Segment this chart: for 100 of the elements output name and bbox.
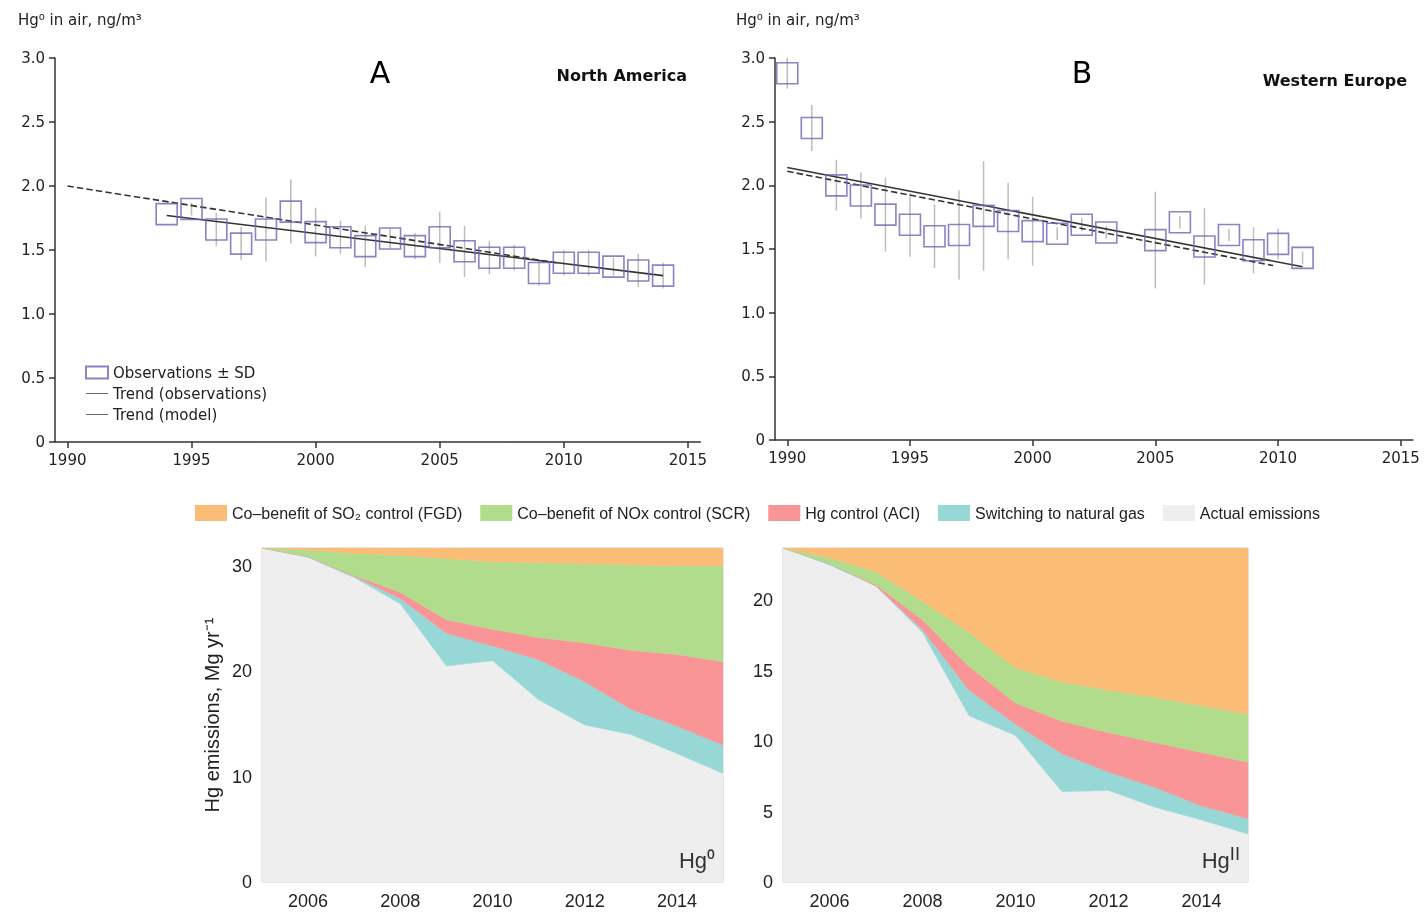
chart-title: A: [369, 54, 391, 90]
y-tick-label: 1.5: [21, 241, 45, 259]
x-tick-label: 2014: [1181, 891, 1222, 911]
x-tick-label: 2012: [1088, 891, 1129, 911]
point: [353, 234, 377, 258]
legend-label: Co–benefit of NOx control (SCR): [517, 504, 751, 522]
point: [651, 264, 675, 287]
y-tick-label: 10: [231, 766, 252, 787]
point: [849, 184, 873, 207]
legend-label: Co–benefit of SO₂ control (FGD): [232, 504, 463, 522]
annotation: Hg⁰: [678, 848, 715, 874]
x-tick-label: 2010: [472, 891, 513, 911]
x-tick-label: 2014: [656, 891, 697, 911]
legend-label: Switching to natural gas: [974, 504, 1145, 522]
x-tick-label: 2005: [1136, 448, 1175, 467]
point: [1021, 219, 1044, 243]
y-tick-label: 20: [752, 590, 774, 611]
y-tick-label: 5: [763, 801, 774, 822]
y-axis-title: Hg emissions, Mg yr⁻¹: [201, 617, 223, 813]
y-tick-label: 1.0: [741, 303, 765, 322]
point: [1291, 246, 1314, 270]
y-tick-label: 0: [763, 872, 774, 892]
point: [304, 220, 327, 244]
y-tick-label: 30: [231, 555, 252, 576]
y-tick-label: 20: [231, 661, 252, 682]
y-tick-label: 0: [35, 433, 45, 451]
x-tick-label: 2006: [288, 891, 329, 911]
y-tick-label: 0.5: [741, 367, 765, 386]
x-tick-label: 2010: [1258, 448, 1298, 467]
x-tick-label: 2010: [544, 450, 583, 469]
point: [180, 197, 203, 221]
y-tick-label: 10: [752, 731, 774, 752]
x-tick-label: 2012: [564, 891, 605, 911]
point: [229, 232, 253, 255]
y-tick-label: 1.5: [741, 240, 765, 258]
point: [329, 225, 352, 249]
legend-label: Hg control (ACI): [805, 504, 920, 522]
point: [1094, 221, 1118, 244]
x-tick-label: 2000: [296, 450, 335, 469]
point: [1045, 222, 1069, 246]
legend-label: Actual emissions: [1199, 504, 1320, 522]
point: [527, 261, 551, 285]
legend-label: Trend (observations): [112, 384, 268, 403]
y-tick-label: 0: [241, 872, 252, 892]
point: [602, 255, 625, 278]
x-tick-label: 1990: [48, 450, 87, 469]
y-tick-label: 2.5: [741, 112, 765, 131]
y-tick-label: 2.5: [21, 113, 45, 131]
annotation: Hg$^{II}$: [1201, 841, 1240, 874]
point: [453, 239, 476, 263]
x-tick-label: 2000: [1013, 448, 1052, 467]
point: [626, 259, 650, 282]
point: [898, 213, 922, 237]
y-tick-label: 0.5: [21, 369, 45, 387]
y-tick-label: 3.0: [741, 49, 765, 67]
y-axis-title: Hg⁰ in air, ng/m³: [18, 11, 142, 29]
y-axis-title: Hg⁰ in air, ng/m³: [736, 11, 860, 29]
point: [775, 61, 799, 85]
y-tick-label: 2.0: [741, 176, 765, 195]
y-tick-label: 0: [755, 431, 765, 449]
legend-label: Trend (model): [112, 405, 218, 424]
x-tick-label: 1995: [890, 448, 930, 467]
x-tick-label: 2010: [995, 891, 1036, 911]
x-tick-label: 1995: [172, 450, 211, 469]
point: [155, 202, 178, 226]
point: [378, 227, 402, 250]
point: [1168, 210, 1192, 234]
y-tick-label: 15: [752, 660, 774, 681]
point: [825, 174, 848, 197]
point: [947, 223, 971, 247]
x-tick-label: 2015: [668, 450, 708, 469]
y-tick-label: 2.0: [21, 177, 45, 195]
point: [279, 200, 303, 223]
x-tick-label: 2006: [809, 891, 850, 911]
point: [1266, 232, 1290, 256]
point: [800, 116, 824, 140]
text: North America: [556, 65, 687, 85]
point: [552, 251, 576, 275]
x-tick-label: 2015: [1381, 448, 1420, 467]
point: [1242, 238, 1265, 262]
text: Western Europe: [1262, 70, 1408, 90]
point: [1193, 235, 1216, 258]
point: [1217, 223, 1241, 247]
y-tick-label: 1.0: [21, 305, 45, 323]
point: [996, 209, 1020, 233]
point: [205, 218, 228, 241]
legend-label: Observations ± SD: [113, 363, 256, 382]
point: [428, 225, 452, 249]
x-tick-label: 2008: [902, 891, 943, 911]
chart-title: B: [1071, 54, 1093, 90]
x-tick-label: 1990: [768, 448, 807, 467]
point: [923, 224, 946, 248]
x-tick-label: 2008: [380, 891, 421, 911]
y-tick-label: 3.0: [21, 49, 45, 67]
point: [478, 246, 501, 269]
point: [577, 251, 600, 275]
point: [874, 203, 897, 226]
point: [403, 234, 427, 258]
point: [254, 218, 278, 241]
point: [1070, 213, 1094, 237]
